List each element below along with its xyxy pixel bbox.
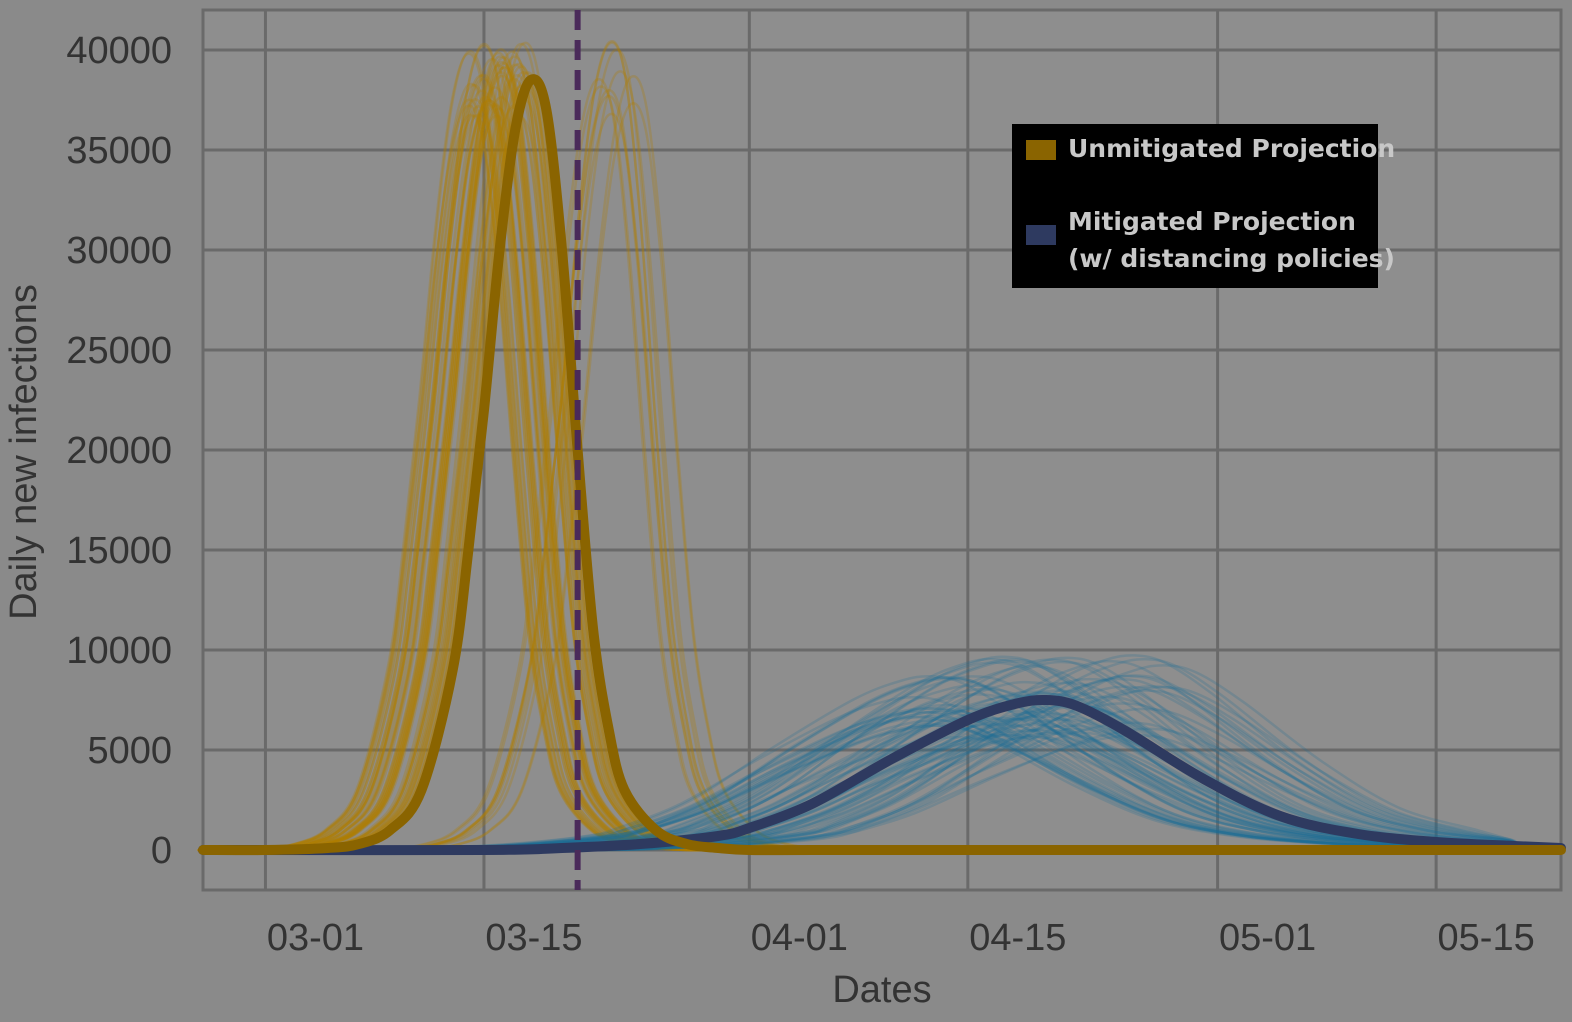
series-lines xyxy=(198,74,1566,856)
series-line-mitigated xyxy=(198,694,1566,856)
ensemble-line xyxy=(202,674,1447,852)
x-tick-label: 03-01 xyxy=(267,917,364,959)
ensemble-line xyxy=(303,707,1517,852)
x-tick-label: 05-15 xyxy=(1438,917,1535,959)
ensemble-line xyxy=(294,733,1517,852)
x-tick-label: 04-15 xyxy=(969,917,1066,959)
legend-label-unmitigated: Unmitigated Projection xyxy=(1068,134,1395,163)
legend-box xyxy=(1012,124,1378,288)
y-tick-label: 20000 xyxy=(66,430,172,472)
plot-frame xyxy=(201,8,1563,892)
y-tick-label: 0 xyxy=(151,830,172,872)
x-tick-label: 03-15 xyxy=(485,917,582,959)
axes: 0 5000 10000 15000 20000 25000 30000 35000 40000… xyxy=(66,30,1534,959)
x-tick-label: 04-01 xyxy=(751,917,848,959)
y-tick-label: 10000 xyxy=(66,630,172,672)
ensemble-line xyxy=(288,721,1518,852)
legend: Unmitigated Projection Mitigated Project… xyxy=(1012,124,1395,288)
x-axis-title: Dates xyxy=(832,969,931,1011)
y-tick-label: 25000 xyxy=(66,330,172,372)
ensemble-line xyxy=(293,674,1517,852)
legend-label-mitigated-line2: (w/ distancing policies) xyxy=(1068,244,1395,273)
legend-label-mitigated: Mitigated Projection xyxy=(1068,207,1356,236)
legend-swatch-unmitigated xyxy=(1026,140,1056,160)
x-tick-label: 05-01 xyxy=(1219,917,1316,959)
y-tick-label: 5000 xyxy=(87,730,172,772)
y-tick-label: 40000 xyxy=(66,30,172,72)
y-axis-title: Daily new infections xyxy=(3,284,45,620)
series-line-unmitigated xyxy=(198,74,1566,856)
legend-swatch-mitigated xyxy=(1026,225,1056,245)
y-tick-label: 35000 xyxy=(66,130,172,172)
y-tick-label: 15000 xyxy=(66,530,172,572)
y-tick-label: 30000 xyxy=(66,230,172,272)
ensemble-line xyxy=(307,727,1516,852)
